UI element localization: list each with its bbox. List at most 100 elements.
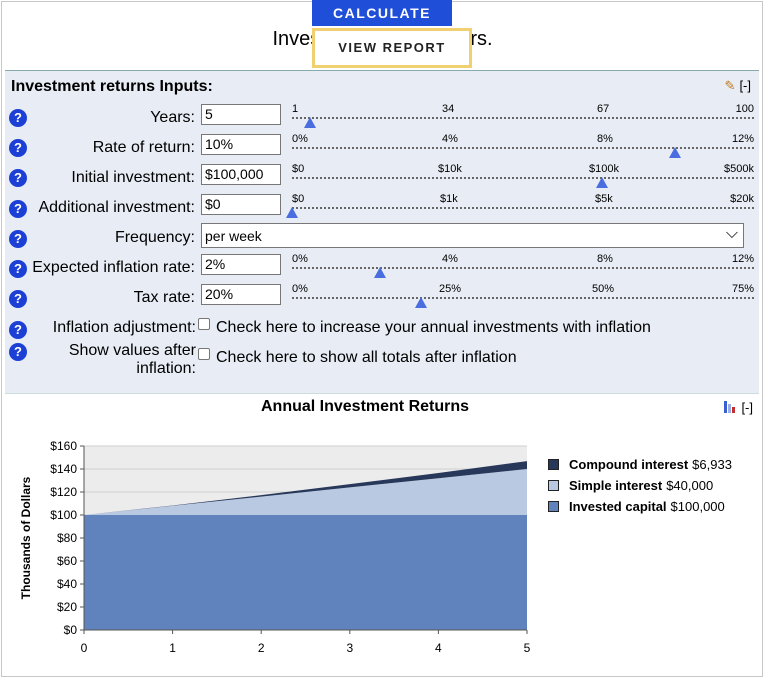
slider-tick: 4% xyxy=(442,133,458,145)
expected-inflation-label: Expected inflation rate: xyxy=(32,259,195,276)
collapse-chart-button[interactable]: [-] xyxy=(741,400,753,415)
years-input[interactable]: 5 xyxy=(201,104,281,125)
view-report-button[interactable]: VIEW REPORT xyxy=(312,28,472,68)
help-icon[interactable]: ? xyxy=(9,260,27,278)
additional-investment-label: Additional investment: xyxy=(38,199,195,216)
bar-chart-icon[interactable] xyxy=(723,401,738,413)
help-icon[interactable]: ? xyxy=(9,321,27,339)
slider-tick: 1 xyxy=(292,103,299,115)
slider-track xyxy=(292,207,754,209)
y-tick-label: $20 xyxy=(57,600,77,614)
slider-tick: 34 xyxy=(442,103,455,115)
expected-inflation-slider[interactable]: 0% 4% 8% 12% xyxy=(292,253,754,281)
slider-tick: $5k xyxy=(595,193,613,205)
expected-inflation-input[interactable]: 2% xyxy=(201,254,281,275)
initial-investment-input[interactable]: $100,000 xyxy=(201,164,281,185)
years-slider[interactable]: 1 34 67 100 xyxy=(292,103,754,131)
investment-area-chart: $0 $20 $40 $60 $80 $100 $120 $140 $160 0 1 2 3 4 5 Thou… xyxy=(19,439,531,655)
x-tick-label: 5 xyxy=(524,641,531,655)
frequency-select[interactable]: per week ⌵ xyxy=(201,223,744,248)
slider-thumb[interactable] xyxy=(286,207,298,218)
legend-item: Compound interest $6,933 xyxy=(548,454,732,475)
slider-tick: 75% xyxy=(731,283,754,295)
help-icon[interactable]: ? xyxy=(9,230,27,248)
slider-tick: 8% xyxy=(597,133,613,145)
slider-tick: 100 xyxy=(735,103,754,115)
slider-tick: $0 xyxy=(292,163,305,175)
legend-series-name: Invested capital xyxy=(569,499,667,514)
legend-swatch xyxy=(548,459,559,470)
help-icon[interactable]: ? xyxy=(9,343,27,361)
initial-investment-slider[interactable]: $0 $10k $100k $500k xyxy=(292,163,754,191)
frequency-label: Frequency: xyxy=(114,229,195,246)
additional-investment-input[interactable]: $0 xyxy=(201,194,281,215)
collapse-inputs-button[interactable]: [-] xyxy=(739,78,751,93)
slider-tick: 25% xyxy=(439,283,462,295)
tax-rate-input[interactable]: 20% xyxy=(201,284,281,305)
slider-thumb[interactable] xyxy=(373,267,386,278)
help-icon[interactable]: ? xyxy=(9,169,27,187)
rate-of-return-slider[interactable]: 0% 4% 8% 12% xyxy=(292,133,754,161)
x-tick-label: 1 xyxy=(169,641,176,655)
slider-thumb[interactable] xyxy=(304,117,317,128)
show-after-inflation-checkbox[interactable] xyxy=(198,348,210,360)
slider-tick: 12% xyxy=(731,253,754,265)
slider-thumb[interactable] xyxy=(669,147,682,158)
frequency-value: per week xyxy=(205,228,262,244)
y-axis-title: Thousands of Dollars xyxy=(19,476,33,599)
slider-track xyxy=(292,267,754,269)
legend-swatch xyxy=(548,501,559,512)
slider-track xyxy=(292,117,754,119)
slider-tick: $100k xyxy=(589,163,619,175)
slider-track xyxy=(292,177,754,179)
legend-series-amount: $40,000 xyxy=(666,478,714,493)
slider-tick: 8% xyxy=(597,253,613,265)
slider-tick: $20k xyxy=(730,193,754,205)
slider-tick: 0% xyxy=(292,283,308,295)
slider-track xyxy=(292,147,754,149)
x-tick-label: 3 xyxy=(346,641,353,655)
inputs-panel: Investment returns Inputs: ✎ [-] ? Years:… xyxy=(5,70,759,394)
y-tick-label: $60 xyxy=(57,554,77,568)
tax-rate-label: Tax rate: xyxy=(133,289,195,306)
slider-thumb[interactable] xyxy=(595,177,608,188)
y-tick-label: $160 xyxy=(50,439,77,453)
help-icon[interactable]: ? xyxy=(9,290,27,308)
inflation-adjustment-label: Inflation adjustment: xyxy=(52,319,196,336)
years-label: Years: xyxy=(150,109,195,126)
legend-swatch xyxy=(548,480,559,491)
slider-tick: 67 xyxy=(597,103,610,115)
slider-tick: 0% xyxy=(292,253,308,265)
slider-tick: $0 xyxy=(292,193,305,205)
chart-legend: Compound interest $6,933 Simple interest $4… xyxy=(548,454,732,517)
legend-series-amount: $100,000 xyxy=(670,499,725,514)
x-tick-label: 2 xyxy=(258,641,265,655)
chart-tools: [-] xyxy=(723,400,753,415)
y-tick-label: $40 xyxy=(57,577,77,591)
legend-item: Invested capital $100,000 xyxy=(548,496,732,517)
show-after-inflation-text: Check here to show all totals after infl… xyxy=(216,349,517,366)
help-icon[interactable]: ? xyxy=(9,139,27,157)
chevron-down-icon: ⌵ xyxy=(725,225,738,242)
tax-rate-slider[interactable]: 0% 25% 50% 75% xyxy=(292,283,754,311)
x-tick-label: 0 xyxy=(81,641,88,655)
legend-series-amount: $6,933 xyxy=(692,457,732,472)
slider-tick: 12% xyxy=(731,133,754,145)
calculate-button[interactable]: CALCULATE xyxy=(312,0,452,26)
slider-tick: 50% xyxy=(592,283,615,295)
help-icon[interactable]: ? xyxy=(9,109,27,127)
rate-of-return-input[interactable]: 10% xyxy=(201,134,281,155)
inputs-title: Investment returns Inputs: xyxy=(11,78,213,95)
legend-series-name: Simple interest xyxy=(569,478,663,493)
show-after-inflation-label-line1: Show values after xyxy=(68,342,196,359)
chart-title: Annual Investment Returns xyxy=(260,398,470,415)
additional-investment-slider[interactable]: $0 $1k $5k $20k xyxy=(286,193,754,221)
help-icon[interactable]: ? xyxy=(9,200,27,218)
slider-thumb[interactable] xyxy=(415,297,428,308)
pencil-icon[interactable]: ✎ xyxy=(724,78,736,93)
slider-tick: 0% xyxy=(292,133,308,145)
y-tick-label: $0 xyxy=(64,623,78,637)
x-tick-label: 4 xyxy=(435,641,442,655)
y-tick-label: $120 xyxy=(50,485,77,499)
inflation-adjustment-checkbox[interactable] xyxy=(198,318,210,330)
